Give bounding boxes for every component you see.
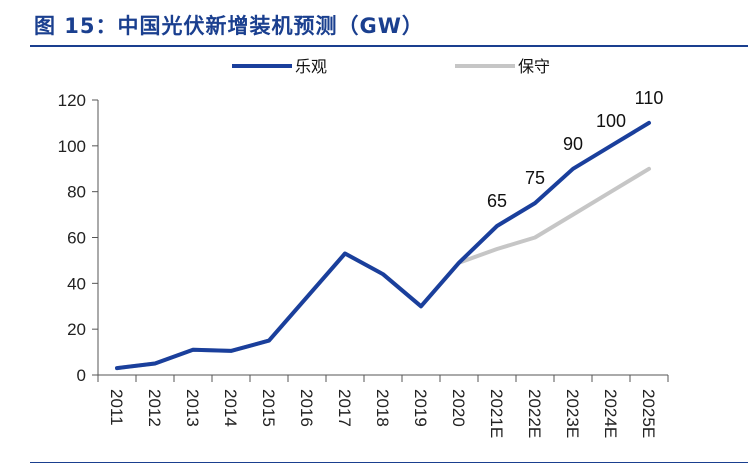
series-line-乐观: [115, 120, 651, 371]
x-tick-label: 2023E: [563, 389, 582, 438]
x-axis: 2011 2012 2013 2014 2015 2016 2017 2018 2019 2020…: [97, 374, 669, 438]
y-tick-label: 120: [58, 91, 86, 110]
x-tick-label: 2012: [145, 389, 164, 427]
x-tick-label: 2021E: [487, 389, 506, 438]
x-tick-label: 2018: [373, 389, 392, 427]
data-label: 100: [596, 111, 626, 131]
data-label: 65: [487, 191, 507, 211]
x-tick-label: 2017: [335, 389, 354, 427]
legend-label: 乐观: [295, 57, 327, 76]
series-lines: [115, 120, 651, 371]
data-label: 75: [525, 168, 545, 188]
x-tick-label: 2020: [449, 389, 468, 427]
figure-title: 图 15：中国光伏新增装机预测（GW）: [34, 14, 424, 38]
x-tick-label: 2019: [411, 389, 430, 427]
data-labels: 65 75 90 100 110: [487, 88, 663, 211]
x-tick-label: 2016: [297, 389, 316, 427]
y-tick-label: 40: [67, 274, 86, 293]
data-label: 90: [563, 134, 583, 154]
bottom-rule: [30, 462, 748, 463]
y-tick-label: 20: [67, 320, 86, 339]
x-tick-label: 2024E: [601, 389, 620, 438]
legend: 乐观 保守: [232, 57, 550, 76]
x-tick-label: 2014: [221, 389, 240, 427]
x-tick-label: 2015: [259, 389, 278, 427]
data-label: 110: [635, 88, 664, 108]
legend-label: 保守: [518, 57, 550, 76]
y-axis: 0 20 40 60 80 100 120: [58, 91, 99, 385]
y-tick-label: 0: [77, 366, 86, 385]
x-tick-label: 2011: [107, 389, 126, 426]
title-rule: [30, 45, 748, 47]
x-tick-label: 2022E: [525, 389, 544, 438]
y-tick-label: 100: [58, 137, 86, 156]
x-tick-label: 2025E: [639, 389, 658, 438]
y-tick-label: 80: [67, 183, 86, 202]
series-line-保守: [115, 166, 651, 371]
y-tick-label: 60: [67, 229, 86, 248]
x-tick-label: 2013: [183, 389, 202, 427]
